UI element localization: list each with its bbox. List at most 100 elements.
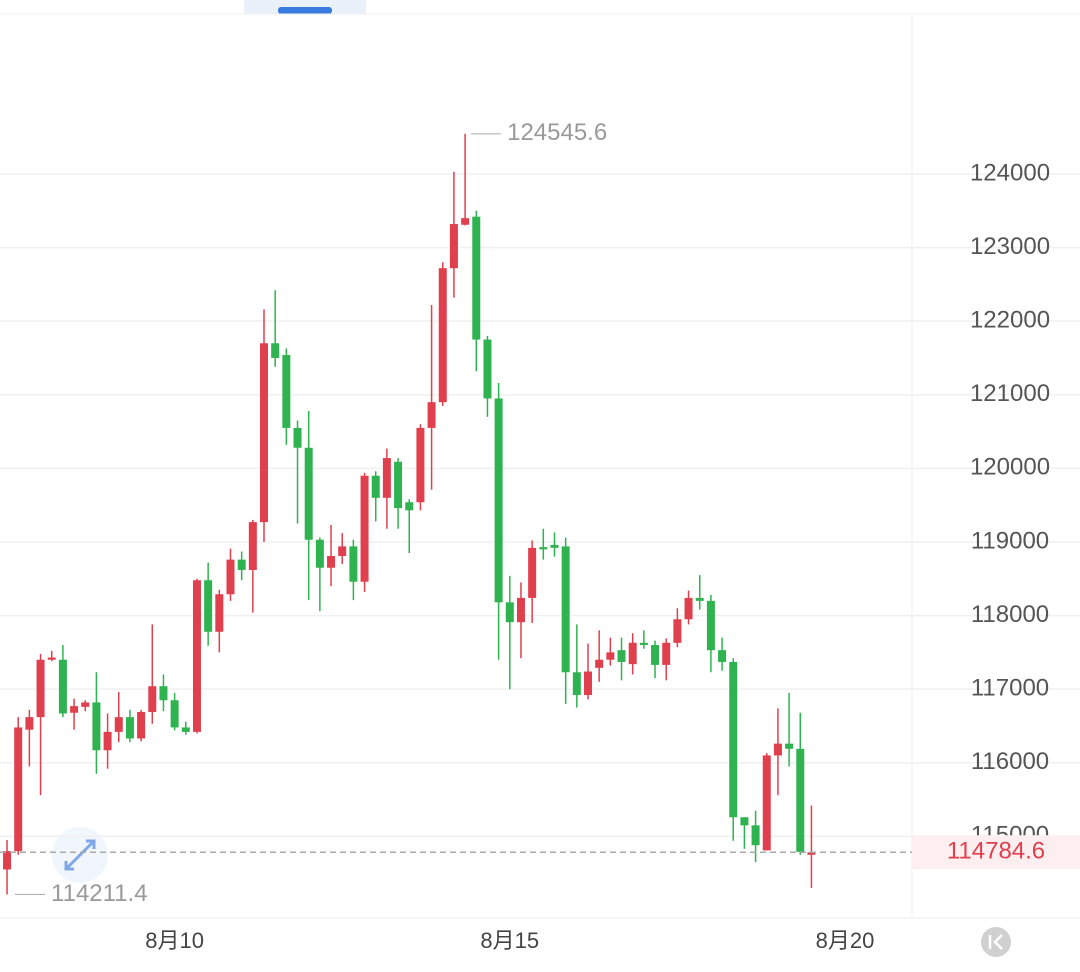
- candle: [595, 630, 604, 682]
- candle-body: [215, 594, 224, 632]
- candle-body: [92, 702, 101, 751]
- candle-body: [662, 642, 671, 665]
- candle: [360, 472, 369, 593]
- candle-body: [461, 218, 470, 225]
- candle-body: [181, 727, 190, 732]
- candle: [371, 471, 380, 522]
- candle-body: [47, 657, 56, 660]
- candle-body: [695, 597, 704, 601]
- candle-body: [416, 427, 425, 503]
- candle: [405, 499, 414, 554]
- candle-body: [137, 711, 146, 739]
- candle: [461, 133, 470, 226]
- candle: [561, 537, 570, 704]
- candle: [483, 335, 492, 417]
- candle-body: [405, 502, 414, 511]
- candle-body: [773, 743, 782, 756]
- candle: [528, 540, 537, 623]
- y-tick-label: 120000: [970, 454, 1050, 481]
- candle: [751, 810, 760, 863]
- candle: [606, 637, 615, 666]
- candle: [516, 582, 525, 659]
- candle-body: [125, 717, 134, 739]
- candle-body: [740, 817, 749, 826]
- candle-body: [293, 427, 302, 448]
- candle-body: [438, 268, 447, 403]
- min-label: 114211.4: [51, 880, 148, 907]
- candle-body: [539, 547, 548, 550]
- candle: [684, 590, 693, 625]
- candle-body: [226, 559, 235, 595]
- x-tick-label: 8月10: [145, 928, 204, 953]
- candle-body: [494, 398, 503, 603]
- candle: [617, 637, 626, 681]
- expand-button[interactable]: [52, 827, 108, 883]
- candle: [36, 653, 45, 796]
- candle: [505, 575, 514, 690]
- candle-body: [327, 555, 336, 568]
- candle: [304, 410, 313, 601]
- y-tick-label: 122000: [970, 307, 1050, 334]
- candle: [70, 698, 79, 730]
- candle-body: [673, 619, 682, 643]
- expand-icon: [64, 839, 96, 871]
- candle: [14, 717, 23, 855]
- x-tick-label: 8月15: [480, 928, 539, 953]
- candle-body: [192, 580, 201, 732]
- candle: [796, 712, 805, 855]
- candle-body: [36, 659, 45, 718]
- candle: [472, 210, 481, 372]
- y-tick-label: 124000: [970, 159, 1050, 186]
- candle-body: [516, 597, 525, 623]
- tab-indicator: [278, 7, 332, 14]
- candle: [338, 533, 347, 565]
- candle-body: [762, 755, 771, 851]
- candle: [159, 674, 168, 712]
- candle: [237, 551, 246, 581]
- candle-body: [796, 748, 805, 852]
- candle-body: [550, 544, 559, 548]
- candle-body: [572, 672, 581, 696]
- candle: [58, 645, 67, 718]
- candle: [639, 630, 648, 649]
- max-label: 124545.6: [507, 119, 607, 146]
- candle-body: [81, 702, 90, 707]
- candle: [148, 624, 157, 724]
- scroll-end-button[interactable]: [981, 927, 1011, 957]
- candle-body: [103, 731, 112, 751]
- candle-body: [260, 343, 269, 523]
- candle: [718, 637, 727, 671]
- candle: [427, 304, 436, 490]
- candle: [785, 692, 794, 767]
- candle-body: [394, 461, 403, 509]
- candle-body: [349, 546, 358, 582]
- y-tick-label: 116000: [971, 748, 1049, 775]
- y-tick-label: 121000: [970, 380, 1050, 407]
- candle-body: [282, 355, 291, 428]
- candle: [382, 448, 391, 529]
- candle: [572, 624, 581, 708]
- candle-body: [382, 458, 391, 498]
- candle: [550, 532, 559, 557]
- candle: [494, 383, 503, 660]
- candle: [584, 643, 593, 700]
- candle-body: [58, 659, 67, 714]
- candle: [706, 594, 715, 673]
- candle-body: [449, 224, 458, 269]
- candle: [673, 608, 682, 648]
- candle: [438, 262, 447, 406]
- candle: [327, 525, 336, 587]
- candle: [192, 578, 201, 734]
- candle: [25, 709, 34, 767]
- current-price-label: 114784.6: [947, 838, 1045, 865]
- candle-body: [684, 597, 693, 620]
- candle-body: [528, 547, 537, 598]
- grid: [0, 173, 1080, 838]
- candle: [282, 348, 291, 445]
- y-tick-label: 119000: [971, 527, 1049, 554]
- candle-body: [427, 402, 436, 428]
- candle: [662, 638, 671, 681]
- candle-body: [595, 659, 604, 668]
- candle: [762, 753, 771, 851]
- candle: [260, 309, 269, 542]
